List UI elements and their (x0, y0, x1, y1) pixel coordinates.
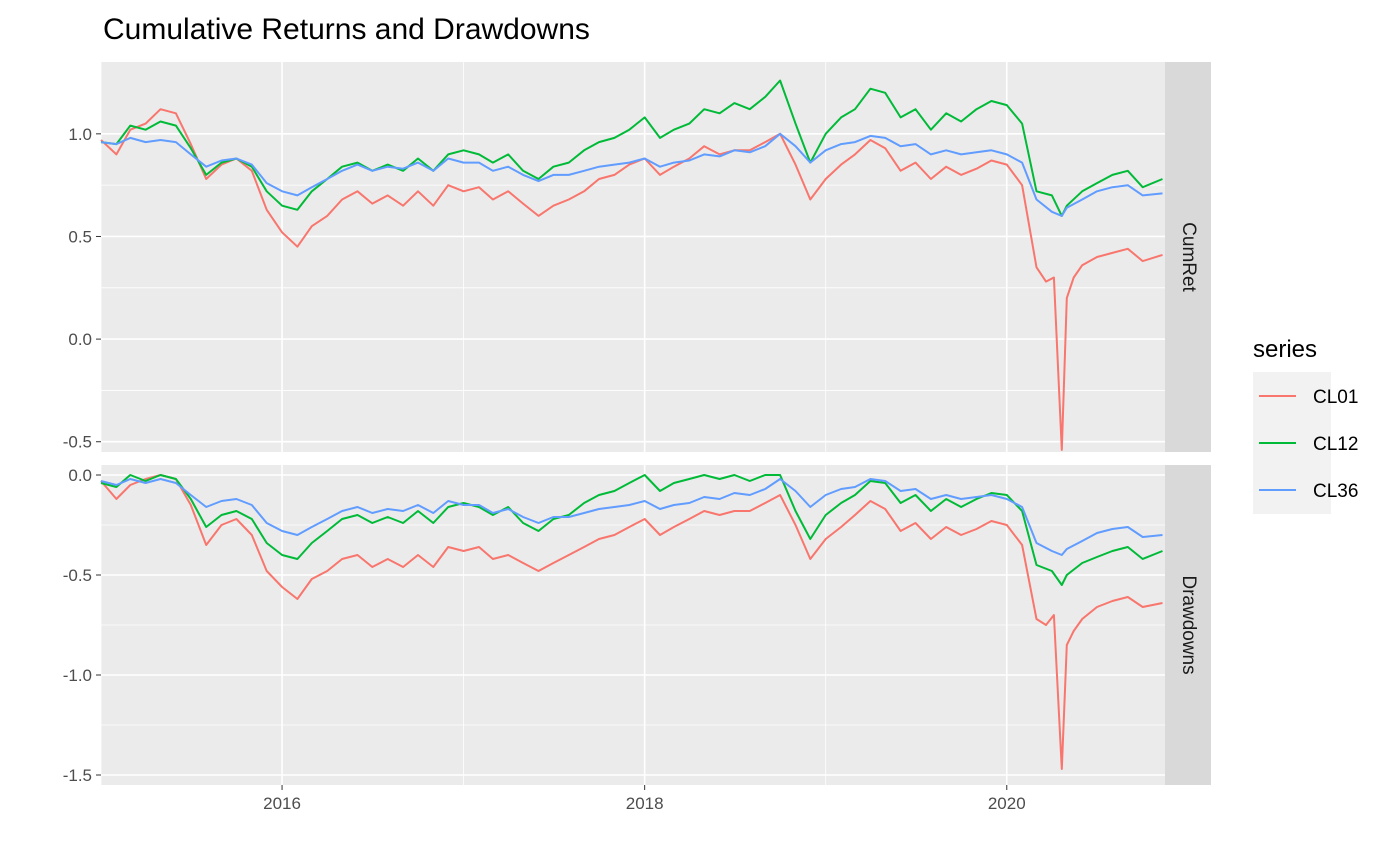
y-tick-label: 0.0 (68, 466, 92, 485)
facet-strip-label: Drawdowns (1178, 575, 1199, 674)
x-tick-label: 2020 (988, 794, 1026, 813)
panels: -0.5 0.0 0.5 1.0 CumRet -1.5 -1.0 -0.5 0.0 Drawdo… (63, 62, 1211, 785)
panel-drawdowns: -1.5 -1.0 -0.5 0.0 Drawdowns (63, 465, 1211, 785)
y-tick-label: -0.5 (63, 566, 92, 585)
facet-strip (1165, 62, 1211, 452)
y-tick-label: 0.5 (68, 227, 92, 246)
panel-background (101, 62, 1165, 452)
legend-label-cl12: CL12 (1313, 434, 1358, 455)
legend-items: CL01 CL12 CL36 (1259, 387, 1358, 502)
series-line-cl36 (100, 478, 1163, 556)
legend-label-cl01: CL01 (1313, 387, 1358, 408)
y-tick-label: -1.5 (63, 766, 92, 785)
y-tick-label: 0.0 (68, 330, 92, 349)
series-line-cl36 (100, 132, 1163, 217)
x-tick-label: 2018 (626, 794, 664, 813)
x-axis: 2016 2018 2020 (263, 785, 1026, 813)
x-tick-label: 2016 (263, 794, 301, 813)
legend-title: series (1253, 336, 1317, 363)
y-tick-label: -0.5 (63, 433, 92, 452)
panel-cumret: -0.5 0.0 0.5 1.0 CumRet (63, 62, 1211, 452)
series-line-cl12 (100, 474, 1163, 586)
facet-strip-label: CumRet (1178, 222, 1199, 292)
series-line-cl01 (100, 108, 1163, 451)
series-line-cl12 (100, 79, 1163, 217)
legend: series CL01 CL12 CL36 (1253, 336, 1358, 514)
chart-title: Cumulative Returns and Drawdowns (103, 13, 590, 46)
y-tick-label: -1.0 (63, 666, 92, 685)
legend-label-cl36: CL36 (1313, 481, 1358, 502)
series-line-cl01 (100, 474, 1163, 770)
y-tick-label: 1.0 (68, 125, 92, 144)
facet-strip (1165, 465, 1211, 785)
